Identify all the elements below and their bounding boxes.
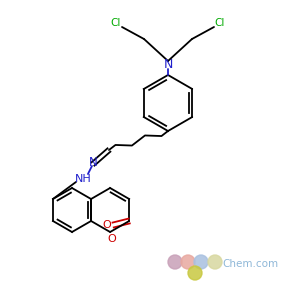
Text: Cl: Cl bbox=[215, 18, 225, 28]
Text: NH: NH bbox=[75, 174, 91, 184]
Circle shape bbox=[188, 266, 202, 280]
Circle shape bbox=[208, 255, 222, 269]
Text: Cl: Cl bbox=[111, 18, 121, 28]
Text: O: O bbox=[108, 234, 116, 244]
Circle shape bbox=[181, 255, 195, 269]
Text: Chem.com: Chem.com bbox=[222, 259, 278, 269]
Text: N: N bbox=[163, 58, 173, 70]
Circle shape bbox=[194, 255, 208, 269]
Text: O: O bbox=[103, 220, 112, 230]
Text: N: N bbox=[88, 155, 97, 169]
Circle shape bbox=[168, 255, 182, 269]
